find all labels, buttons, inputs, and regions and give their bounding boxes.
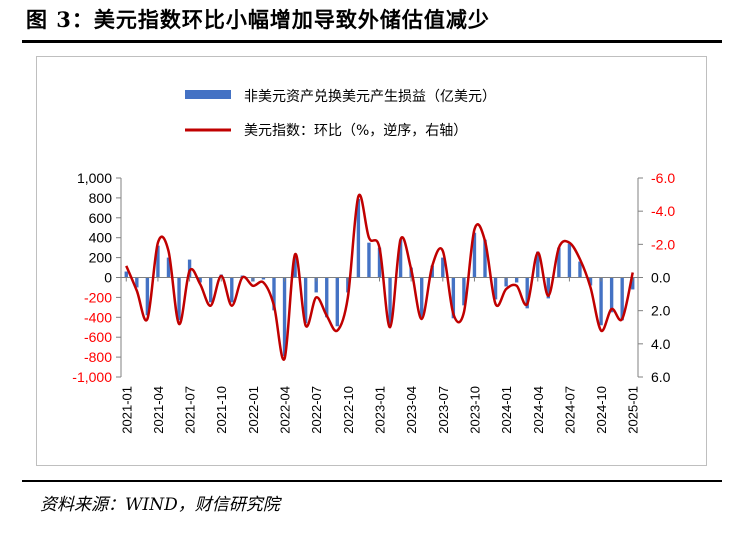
bar: [377, 247, 382, 278]
bar: [420, 277, 424, 318]
bar: [177, 277, 181, 321]
bar: [198, 277, 202, 283]
bar: [145, 277, 150, 316]
right-axis-tick-label: 0.0: [651, 270, 671, 286]
x-axis-tick-label: 2021-07: [183, 386, 198, 434]
bar: [514, 277, 519, 283]
x-axis-tick-label: 2023-04: [404, 386, 419, 434]
left-axis-tick-label: 200: [89, 250, 113, 266]
bar: [525, 277, 529, 309]
right-axis-tick-label: -2.0: [651, 236, 675, 252]
x-axis-tick-label: 2024-07: [562, 386, 577, 434]
bar: [398, 239, 403, 278]
right-axis-tick-label: 4.0: [651, 336, 671, 352]
right-axis-tick-label: -6.0: [651, 170, 675, 186]
bar: [230, 277, 234, 303]
bar: [314, 277, 318, 293]
bar: [325, 277, 329, 318]
x-axis-tick-label: 2023-10: [467, 386, 482, 434]
x-axis-tick-label: 2024-04: [531, 386, 546, 434]
bar: [261, 277, 266, 280]
bar: [599, 277, 603, 326]
x-axis-tick-label: 2021-04: [151, 386, 166, 434]
bar: [451, 277, 456, 319]
bar: [303, 277, 308, 324]
bar: [272, 277, 276, 311]
bar: [536, 251, 540, 278]
bar: [430, 265, 434, 278]
bar: [567, 243, 572, 278]
left-axis-tick-label: -1,000: [72, 369, 112, 385]
bar: [156, 245, 160, 278]
bar: [135, 277, 139, 288]
left-axis-tick-label: -600: [84, 329, 112, 345]
x-axis-tick-label: 2024-10: [594, 386, 609, 434]
bar: [187, 259, 192, 278]
x-axis-tick-label: 2022-07: [309, 386, 324, 434]
bar: [462, 277, 466, 306]
bar: [588, 277, 593, 286]
bar: [124, 271, 128, 278]
bar-series: [124, 198, 635, 357]
x-axis-tick-label: 2021-10: [214, 386, 229, 434]
bar: [208, 277, 213, 303]
top-rule: [22, 40, 722, 43]
bar: [620, 277, 624, 321]
x-axis-tick-label: 2023-07: [436, 386, 451, 434]
x-axis-tick-label: 2024-01: [499, 386, 514, 434]
right-axis-tick-label: 6.0: [651, 369, 671, 385]
left-axis-tick-label: 600: [89, 210, 113, 226]
bar: [631, 277, 635, 290]
legend: 非美元资产兑换美元产生损益（亿美元） 美元指数：环比（%，逆序，右轴）: [185, 88, 496, 139]
legend-bar-swatch: [185, 90, 231, 99]
right-axis-tick-label: 2.0: [651, 303, 671, 319]
x-axis-tick-label: 2025-01: [626, 386, 641, 434]
bar: [166, 257, 171, 278]
bar: [282, 277, 287, 357]
bar: [609, 277, 614, 313]
right-axis-tick-label: -4.0: [651, 203, 675, 219]
bar: [335, 277, 339, 327]
chart-frame: [36, 56, 707, 466]
bar: [367, 242, 371, 278]
left-axis-tick-label: -200: [84, 289, 112, 305]
legend-line-label: 美元指数：环比（%，逆序，右轴）: [244, 123, 467, 139]
bar: [557, 247, 561, 278]
x-axis-tick-label: 2022-04: [278, 386, 293, 434]
bar: [546, 277, 551, 299]
left-axis-tick-label: 0: [104, 270, 112, 286]
left-axis: 1,000 800 600 400 200 0 -200 -400 -600 -800 -1,000: [72, 170, 122, 385]
bar: [441, 257, 445, 278]
legend-bar-label: 非美元资产兑换美元产生损益（亿美元）: [244, 88, 496, 105]
x-axis-tick-label: 2023-01: [373, 386, 388, 434]
dollar-index-line: [125, 193, 634, 361]
x-axis-tick-label: 2022-01: [246, 386, 261, 434]
bar: [483, 239, 487, 278]
left-axis-tick-label: 1,000: [77, 170, 112, 186]
bar: [346, 277, 350, 293]
bottom-rule: [22, 480, 722, 482]
bar: [388, 277, 392, 326]
bar: [472, 232, 477, 278]
source-note: 资料来源：WIND，财信研究院: [40, 495, 280, 515]
bar: [356, 198, 361, 278]
line-series: [125, 193, 634, 361]
left-axis-tick-label: -400: [84, 309, 112, 325]
x-axis: 2021-01 2021-04 2021-07 2021-10 2022-01 2022-…: [119, 277, 641, 434]
figure-title: 图 3：美元指数环比小幅增加导致外储估值减少: [26, 7, 490, 32]
bar: [293, 257, 297, 278]
right-axis: -6.0 -4.0 -2.0 0.0 2.0 4.0 6.0: [637, 170, 675, 385]
x-axis-tick-label: 2021-01: [119, 386, 134, 434]
x-axis-tick-label: 2022-10: [341, 386, 356, 434]
left-axis-tick-label: -800: [84, 349, 112, 365]
bar: [578, 261, 582, 278]
left-axis-tick-label: 800: [89, 190, 113, 206]
bar: [493, 277, 498, 300]
bar: [504, 277, 508, 287]
left-axis-tick-label: 400: [89, 230, 113, 246]
